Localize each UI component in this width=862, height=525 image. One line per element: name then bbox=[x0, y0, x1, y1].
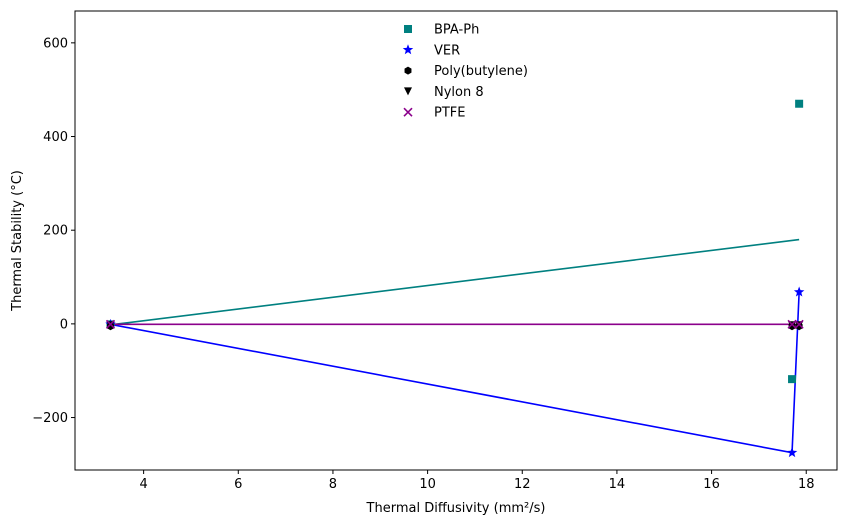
legend-label: VER bbox=[434, 43, 460, 58]
legend-label: Nylon 8 bbox=[434, 85, 484, 100]
y-tick-label: 0 bbox=[60, 317, 68, 332]
y-axis-ticks: −200 0 200 400 600 bbox=[32, 36, 75, 426]
x-tick-label: 18 bbox=[798, 477, 815, 492]
data-point bbox=[795, 99, 804, 108]
data-point bbox=[404, 25, 412, 33]
x-tick-label: 12 bbox=[514, 477, 531, 492]
legend-label: BPA-Ph bbox=[434, 23, 479, 38]
y-tick-label: −200 bbox=[32, 411, 68, 426]
data-point-stroke bbox=[794, 319, 804, 329]
data-point bbox=[793, 286, 805, 297]
y-tick-label: 600 bbox=[43, 36, 68, 51]
legend-label: PTFE bbox=[434, 106, 465, 121]
plot-area bbox=[75, 11, 837, 470]
data-point-stroke bbox=[105, 319, 116, 329]
data-point bbox=[787, 319, 797, 329]
data-point bbox=[105, 319, 116, 329]
data-point bbox=[786, 447, 798, 458]
x-tick-label: 4 bbox=[139, 477, 147, 492]
x-axis-label: Thermal Diffusivity (mm²/s) bbox=[366, 501, 546, 516]
y-tick-label: 200 bbox=[43, 224, 68, 239]
legend: BPA-Ph VER Poly(butylene) Nylon 8 PTFE bbox=[402, 23, 528, 121]
data-point bbox=[403, 107, 413, 117]
data-point-stroke bbox=[403, 107, 413, 117]
y-axis-label: Thermal Stability (°C) bbox=[10, 170, 25, 312]
x-tick-label: 10 bbox=[419, 477, 436, 492]
data-point bbox=[404, 87, 412, 96]
data-point bbox=[788, 375, 797, 384]
x-tick-label: 6 bbox=[234, 477, 242, 492]
data-point bbox=[402, 44, 414, 55]
x-tick-label: 8 bbox=[329, 477, 337, 492]
series-markers bbox=[105, 99, 805, 458]
data-point bbox=[404, 66, 412, 75]
x-tick-label: 14 bbox=[609, 477, 626, 492]
x-axis-ticks: 4 6 8 10 12 14 16 18 bbox=[139, 470, 815, 492]
y-tick-label: 400 bbox=[43, 130, 68, 145]
data-point-stroke bbox=[787, 319, 797, 329]
x-tick-label: 16 bbox=[703, 477, 720, 492]
data-point bbox=[794, 319, 804, 329]
fit-line bbox=[110, 238, 800, 326]
plot-frame bbox=[74, 10, 838, 471]
legend-label: Poly(butylene) bbox=[434, 64, 528, 79]
